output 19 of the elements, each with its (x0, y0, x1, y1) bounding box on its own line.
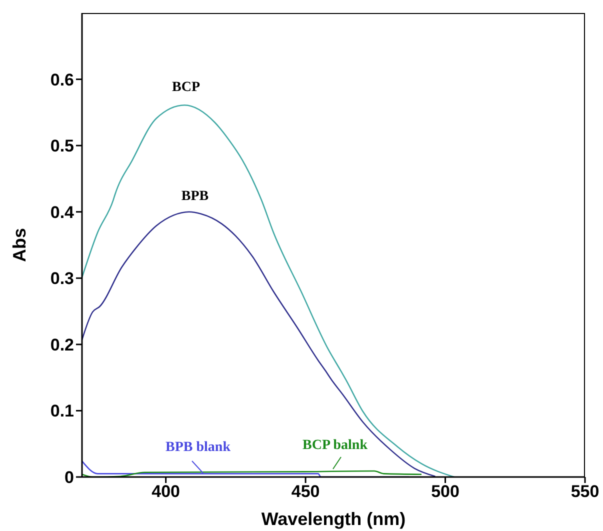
y-tick-label: 0.4 (50, 202, 75, 222)
y-tick-label: 0 (64, 468, 74, 488)
x-axis-title: Wavelength (nm) (261, 509, 406, 530)
y-axis-title: Abs (10, 228, 30, 262)
x-tick-label: 450 (291, 482, 320, 502)
y-tick-label: 0.1 (50, 402, 74, 421)
x-tick-label: 400 (152, 482, 180, 502)
annotation: BPB (181, 189, 209, 204)
line-series (82, 104, 455, 477)
annotation: BPB blank (166, 440, 231, 456)
y-tick-label: 0.5 (50, 136, 74, 156)
y-tick-label: 0.3 (50, 269, 74, 288)
y-tick-label: 0.6 (50, 70, 74, 90)
x-tick-label: 550 (570, 482, 600, 502)
annotation: BCP (172, 80, 200, 96)
x-tick-label: 500 (431, 482, 460, 502)
y-tick-label: 0.2 (50, 335, 74, 354)
annotation: BCP balnk (302, 438, 368, 454)
line-series (82, 211, 436, 477)
